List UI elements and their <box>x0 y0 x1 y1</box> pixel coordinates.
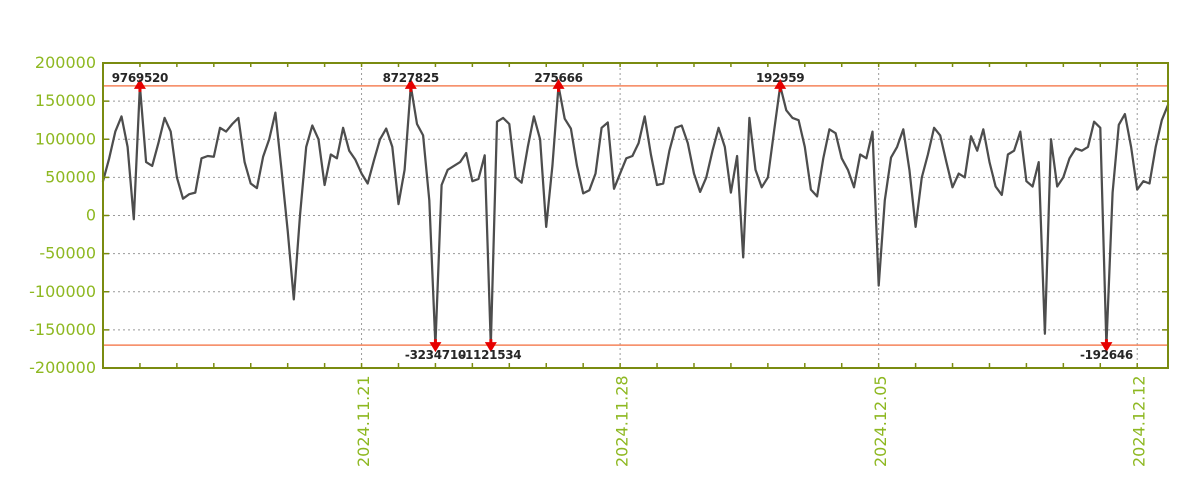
y-tick-label: 150000 <box>35 91 96 110</box>
annotation-label: 9769520 <box>112 71 168 85</box>
clip-marker-up <box>404 78 417 89</box>
annotation-label: 192959 <box>756 71 804 85</box>
annotation-label: 275666 <box>534 71 582 85</box>
x-tick-label: 2024.11.28 <box>613 375 632 467</box>
annotation-label: 8727825 <box>383 71 439 85</box>
y-tick-label: 200000 <box>35 53 96 72</box>
y-tick-label: -100000 <box>29 282 96 301</box>
annotation-label: -192646 <box>1080 348 1133 362</box>
y-tick-label: -200000 <box>29 358 96 377</box>
x-tick-label: 2024.11.21 <box>354 375 373 467</box>
clip-marker-up <box>552 78 565 89</box>
y-tick-label: 50000 <box>45 167 96 186</box>
y-tick-label: -50000 <box>39 244 96 263</box>
y-tick-label: 0 <box>86 206 96 225</box>
clip-marker-down <box>484 342 497 353</box>
x-tick-label: 2024.12.12 <box>1130 375 1149 467</box>
clip-marker-down <box>429 342 442 353</box>
y-tick-label: -150000 <box>29 320 96 339</box>
annotation-label: -1121534 <box>460 348 521 362</box>
y-tick-label: 100000 <box>35 129 96 148</box>
x-tick-label: 2024.12.05 <box>871 375 890 467</box>
series-path <box>101 84 1170 347</box>
clip-marker-up <box>133 78 146 89</box>
clip-marker-down <box>1100 342 1113 353</box>
annotation-label: -3234710 <box>405 348 466 362</box>
clip-marker-up <box>774 78 787 89</box>
